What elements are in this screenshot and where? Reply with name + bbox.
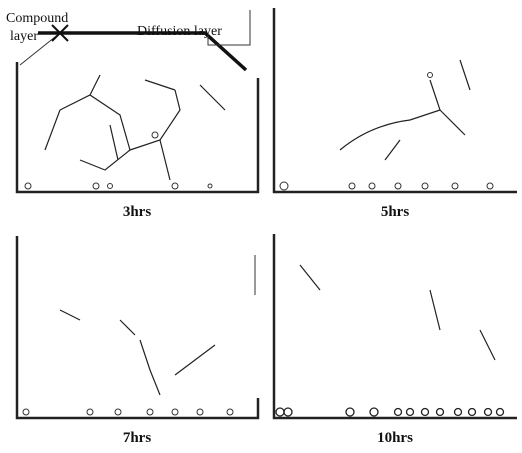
panel-7hrs: 7hrs — [15, 236, 260, 446]
voids — [24, 131, 213, 190]
panel-3hrs: Compound layer Diffusion layer 3hrs — [6, 10, 260, 220]
x-mark — [51, 24, 69, 42]
panel-frame — [15, 62, 260, 194]
grain-boundaries — [59, 309, 216, 396]
panel-frame — [272, 8, 517, 194]
panel-10hrs: 10hrs — [272, 234, 517, 446]
voids — [22, 408, 234, 416]
annotation-diffusion: Diffusion layer — [137, 24, 222, 39]
voids — [279, 72, 494, 191]
annotation-compound-line2: layer — [10, 29, 38, 44]
panel-label: 3hrs — [123, 204, 152, 220]
panel-label: 10hrs — [377, 430, 413, 446]
diffusion-label-box — [207, 10, 251, 46]
grain-boundaries — [339, 59, 471, 161]
grain-boundaries — [44, 74, 226, 181]
voids — [275, 407, 505, 417]
panel-5hrs: 5hrs — [272, 8, 517, 220]
panel-frame — [15, 236, 260, 420]
panel-frame — [272, 234, 517, 420]
panel-label: 5hrs — [381, 204, 410, 220]
grain-boundaries — [299, 264, 496, 361]
panel-label: 7hrs — [123, 430, 152, 446]
annotation-compound-line1: Compound — [6, 11, 68, 26]
compound-layer-band — [38, 31, 248, 72]
